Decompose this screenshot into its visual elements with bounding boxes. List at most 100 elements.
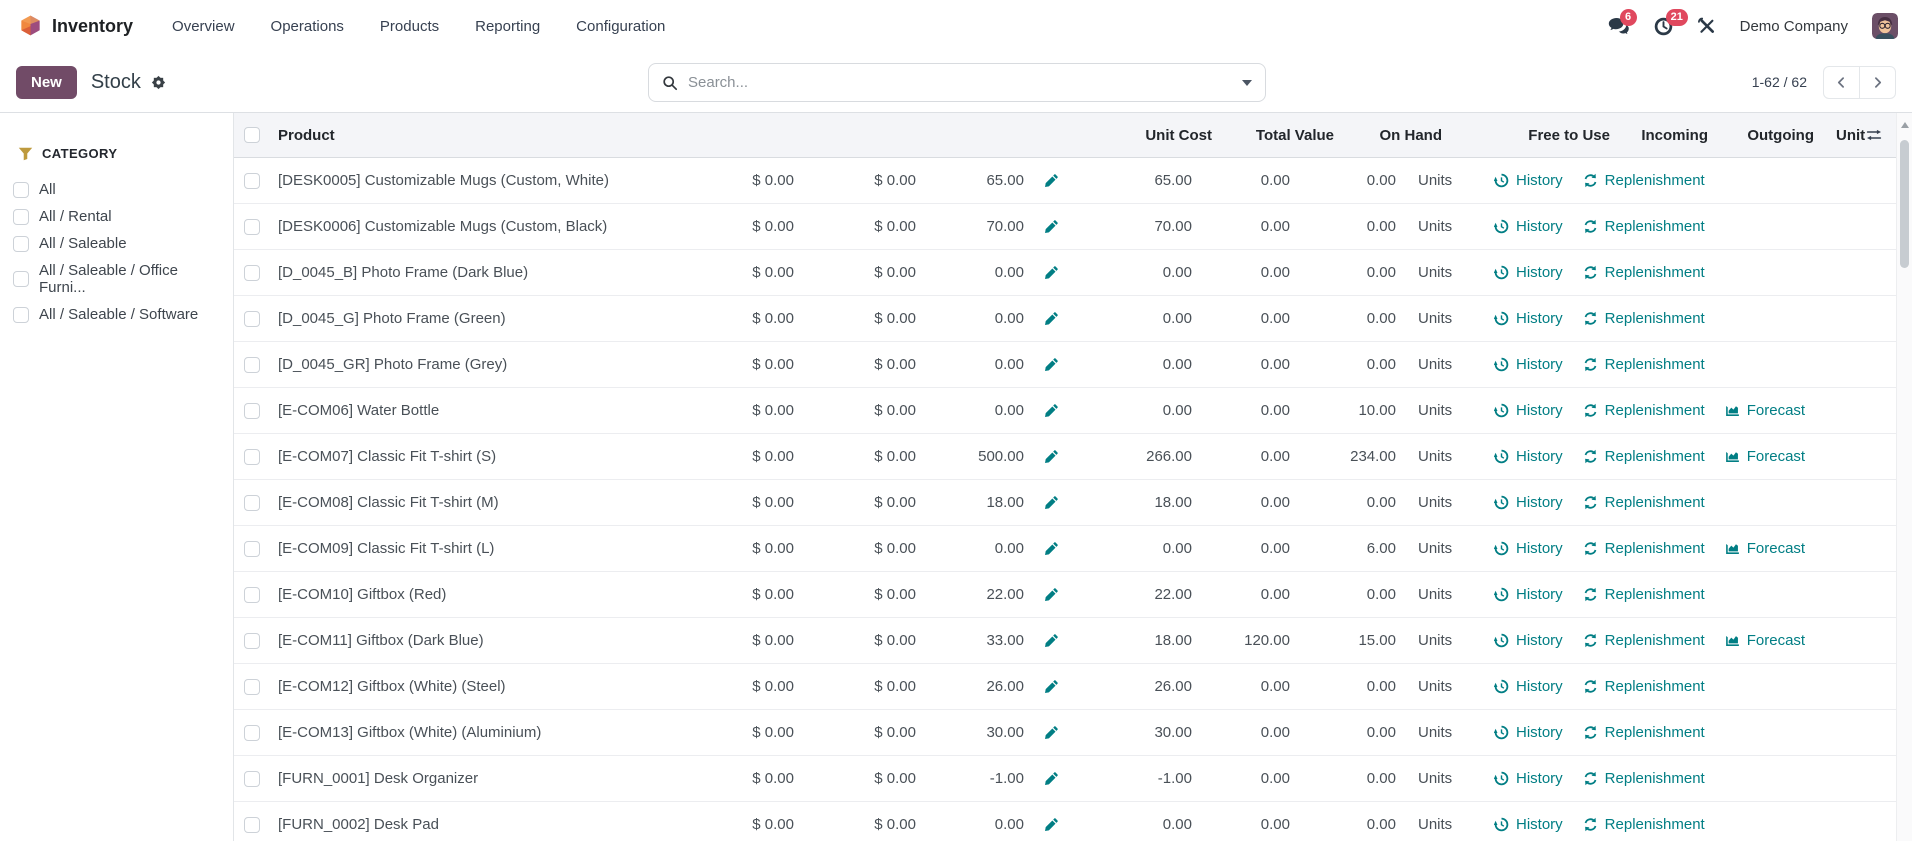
table-row[interactable]: [E-COM07] Classic Fit T-shirt (S) $ 0.00… [234,434,1896,480]
column-header-unit[interactable]: Unit [1836,126,1866,144]
row-checkbox[interactable] [244,264,260,281]
forecast-button[interactable]: Forecast [1725,402,1805,419]
replenishment-button[interactable]: Replenishment [1583,402,1705,419]
replenishment-button[interactable]: Replenishment [1583,816,1705,833]
search-input[interactable] [688,74,1232,91]
replenishment-button[interactable]: Replenishment [1583,724,1705,741]
edit-quantity-pencil-icon[interactable] [1044,449,1059,464]
row-checkbox[interactable] [244,218,260,235]
forecast-button[interactable]: Forecast [1725,540,1805,557]
new-button[interactable]: New [16,65,77,99]
replenishment-button[interactable]: Replenishment [1583,540,1705,557]
forecast-button[interactable]: Forecast [1725,448,1805,465]
edit-quantity-pencil-icon[interactable] [1044,587,1059,602]
table-row[interactable]: [E-COM08] Classic Fit T-shirt (M) $ 0.00… [234,480,1896,526]
menu-item-overview[interactable]: Overview [172,17,235,35]
history-button[interactable]: History [1494,264,1563,281]
pager-previous-button[interactable] [1823,65,1860,99]
history-button[interactable]: History [1494,494,1563,511]
table-row[interactable]: [E-COM10] Giftbox (Red) $ 0.00 $ 0.00 22… [234,572,1896,618]
row-checkbox[interactable] [244,402,260,419]
pager-next-button[interactable] [1859,65,1896,99]
row-checkbox[interactable] [244,494,260,511]
row-checkbox[interactable] [244,724,260,741]
category-checkbox[interactable] [13,306,29,323]
row-checkbox[interactable] [244,310,260,327]
replenishment-button[interactable]: Replenishment [1583,770,1705,787]
history-button[interactable]: History [1494,540,1563,557]
scroll-up-arrow-icon[interactable] [1900,122,1909,128]
company-menu[interactable]: Demo Company [1739,17,1848,35]
category-filter-item[interactable]: All / Saleable [0,230,233,257]
optional-columns-icon[interactable] [1866,127,1882,143]
row-checkbox[interactable] [244,632,260,649]
history-button[interactable]: History [1494,172,1563,189]
replenishment-button[interactable]: Replenishment [1583,218,1705,235]
table-row[interactable]: [FURN_0002] Desk Pad $ 0.00 $ 0.00 0.00 … [234,802,1896,841]
table-row[interactable]: [E-COM11] Giftbox (Dark Blue) $ 0.00 $ 0… [234,618,1896,664]
edit-quantity-pencil-icon[interactable] [1044,311,1059,326]
select-all-checkbox[interactable] [244,127,260,143]
replenishment-button[interactable]: Replenishment [1583,356,1705,373]
table-row[interactable]: [FURN_0001] Desk Organizer $ 0.00 $ 0.00… [234,756,1896,802]
search-dropdown-caret-icon[interactable] [1242,79,1252,86]
table-row[interactable]: [E-COM09] Classic Fit T-shirt (L) $ 0.00… [234,526,1896,572]
table-row[interactable]: [DESK0005] Customizable Mugs (Custom, Wh… [234,158,1896,204]
history-button[interactable]: History [1494,310,1563,327]
history-button[interactable]: History [1494,816,1563,833]
edit-quantity-pencil-icon[interactable] [1044,357,1059,372]
edit-quantity-pencil-icon[interactable] [1044,403,1059,418]
category-checkbox[interactable] [13,181,29,198]
tools-button[interactable] [1697,17,1716,36]
menu-item-products[interactable]: Products [379,17,440,35]
row-checkbox[interactable] [244,448,260,465]
column-header-unit-cost[interactable]: Unit Cost [1145,126,1212,144]
row-checkbox[interactable] [244,586,260,603]
table-row[interactable]: [D_0045_G] Photo Frame (Green) $ 0.00 $ … [234,296,1896,342]
edit-quantity-pencil-icon[interactable] [1044,173,1059,188]
edit-quantity-pencil-icon[interactable] [1044,771,1059,786]
category-checkbox[interactable] [13,208,29,225]
column-header-free-to-use[interactable]: Free to Use [1528,126,1610,144]
avatar[interactable] [1872,13,1898,39]
messages-button[interactable]: 6 [1608,8,1637,36]
vertical-scrollbar[interactable] [1896,113,1912,841]
history-button[interactable]: History [1494,356,1563,373]
forecast-button[interactable]: Forecast [1725,632,1805,649]
activities-button[interactable]: 21 [1654,8,1688,36]
edit-quantity-pencil-icon[interactable] [1044,817,1059,832]
category-checkbox[interactable] [13,271,29,287]
table-row[interactable]: [DESK0006] Customizable Mugs (Custom, Bl… [234,204,1896,250]
history-button[interactable]: History [1494,402,1563,419]
table-row[interactable]: [E-COM13] Giftbox (White) (Aluminium) $ … [234,710,1896,756]
history-button[interactable]: History [1494,218,1563,235]
edit-quantity-pencil-icon[interactable] [1044,541,1059,556]
menu-item-configuration[interactable]: Configuration [576,17,666,35]
history-button[interactable]: History [1494,678,1563,695]
category-filter-item[interactable]: All / Saleable / Office Furni... [0,257,233,301]
history-button[interactable]: History [1494,448,1563,465]
category-filter-item[interactable]: All [0,176,233,203]
history-button[interactable]: History [1494,724,1563,741]
column-header-on-hand[interactable]: On Hand [1379,126,1443,144]
column-header-incoming[interactable]: Incoming [1641,126,1708,144]
replenishment-button[interactable]: Replenishment [1583,586,1705,603]
table-row[interactable]: [E-COM06] Water Bottle $ 0.00 $ 0.00 0.0… [234,388,1896,434]
replenishment-button[interactable]: Replenishment [1583,632,1705,649]
row-checkbox[interactable] [244,770,260,787]
app-switcher[interactable]: Inventory [14,14,143,39]
row-checkbox[interactable] [244,678,260,695]
edit-quantity-pencil-icon[interactable] [1044,679,1059,694]
edit-quantity-pencil-icon[interactable] [1044,495,1059,510]
table-row[interactable]: [D_0045_GR] Photo Frame (Grey) $ 0.00 $ … [234,342,1896,388]
table-row[interactable]: [E-COM12] Giftbox (White) (Steel) $ 0.00… [234,664,1896,710]
edit-quantity-pencil-icon[interactable] [1044,265,1059,280]
row-checkbox[interactable] [244,356,260,373]
scrollbar-thumb[interactable] [1900,140,1909,268]
table-row[interactable]: [D_0045_B] Photo Frame (Dark Blue) $ 0.0… [234,250,1896,296]
view-settings-gear-icon[interactable] [150,74,167,91]
replenishment-button[interactable]: Replenishment [1583,172,1705,189]
history-button[interactable]: History [1494,586,1563,603]
edit-quantity-pencil-icon[interactable] [1044,633,1059,648]
menu-item-operations[interactable]: Operations [270,17,344,35]
